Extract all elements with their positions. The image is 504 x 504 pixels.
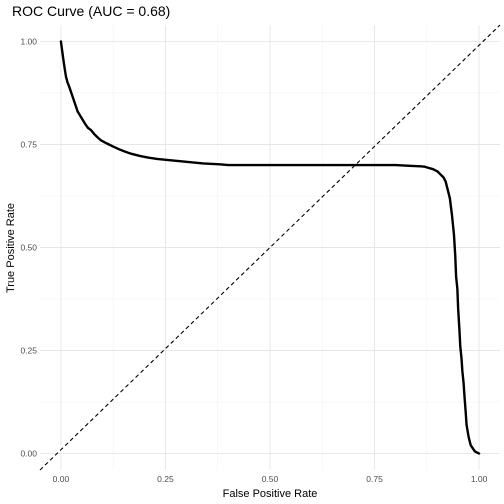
y-tick-label: 0.50 — [20, 243, 37, 253]
y-axis-title: True Positive Rate — [5, 203, 17, 293]
chart-title: ROC Curve (AUC = 0.68) — [12, 3, 170, 19]
x-axis-title: False Positive Rate — [223, 488, 318, 500]
y-tick-label: 0.00 — [20, 449, 37, 459]
y-tick-label: 0.25 — [20, 346, 37, 356]
x-tick-label: 0.25 — [157, 474, 174, 484]
y-axis-ticks: 0.00 0.25 0.50 0.75 1.00 — [20, 36, 37, 458]
grid-major — [40, 25, 500, 470]
x-tick-label: 0.50 — [262, 474, 279, 484]
y-tick-label: 0.75 — [20, 139, 37, 149]
y-tick-label: 1.00 — [20, 36, 37, 46]
x-tick-label: 0.75 — [366, 474, 383, 484]
x-axis-ticks: 0.00 0.25 0.50 0.75 1.00 — [53, 474, 488, 484]
x-tick-label: 0.00 — [53, 474, 70, 484]
reference-diagonal-line — [39, 24, 501, 471]
roc-curve-line — [59, 40, 481, 455]
x-tick-label: 1.00 — [471, 474, 488, 484]
